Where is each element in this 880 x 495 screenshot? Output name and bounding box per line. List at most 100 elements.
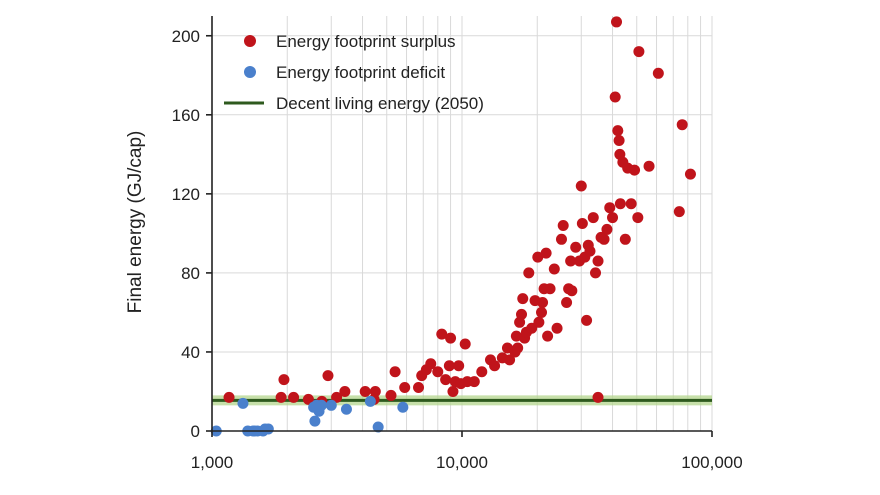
surplus-point (619, 233, 631, 245)
surplus-point (440, 374, 452, 386)
deficit-point (309, 415, 321, 427)
surplus-point (673, 206, 685, 218)
surplus-point (633, 46, 645, 58)
surplus-point (584, 245, 596, 257)
surplus-point (512, 342, 524, 354)
surplus-point (445, 332, 457, 344)
surplus-point (468, 376, 480, 388)
data-points (210, 16, 696, 437)
surplus-point (604, 202, 616, 214)
deficit-point (364, 395, 376, 407)
axes (206, 16, 713, 437)
surplus-point (510, 330, 522, 342)
surplus-point (476, 366, 488, 378)
surplus-point (369, 385, 381, 397)
surplus-point (590, 267, 602, 279)
surplus-point (436, 328, 448, 340)
surplus-point (288, 391, 300, 403)
deficit-point (262, 423, 274, 435)
surplus-point (581, 314, 593, 326)
legend: Energy footprint surplus Energy footprin… (224, 32, 484, 113)
surplus-point (625, 198, 637, 210)
surplus-point (601, 223, 613, 235)
legend-label-reference-line: Decent living energy (2050) (276, 94, 484, 113)
x-tick-label: 100,000 (681, 453, 742, 472)
reference-band (212, 395, 712, 406)
surplus-point (557, 219, 569, 231)
surplus-point (516, 308, 528, 320)
y-tick-label: 80 (181, 264, 200, 283)
surplus-point (629, 164, 641, 176)
surplus-point (399, 382, 411, 394)
surplus-point (453, 360, 465, 372)
legend-label-surplus: Energy footprint surplus (276, 32, 456, 51)
deficit-point (237, 397, 249, 409)
surplus-point (533, 316, 545, 328)
surplus-point (275, 391, 287, 403)
y-tick-label: 40 (181, 343, 200, 362)
deficit-point (372, 421, 384, 433)
surplus-point (489, 360, 501, 372)
y-tick-label: 200 (172, 27, 200, 46)
surplus-point (676, 119, 688, 131)
surplus-point (544, 283, 556, 295)
surplus-point (278, 374, 290, 386)
surplus-point (576, 218, 588, 229)
grid (212, 16, 713, 431)
legend-marker-deficit (244, 66, 256, 78)
surplus-point (561, 297, 573, 309)
surplus-point (339, 385, 351, 397)
surplus-point (575, 180, 587, 192)
deficit-point (397, 401, 409, 413)
surplus-point (532, 251, 544, 263)
surplus-point (607, 212, 619, 224)
surplus-point (542, 330, 554, 342)
surplus-point (331, 391, 343, 403)
surplus-point (613, 135, 625, 146)
surplus-point (447, 385, 459, 397)
surplus-point (592, 391, 604, 403)
surplus-point (223, 391, 235, 403)
surplus-point (537, 297, 549, 309)
surplus-point (517, 293, 529, 305)
surplus-point (598, 233, 610, 245)
surplus-point (587, 212, 599, 224)
surplus-point (389, 366, 401, 378)
surplus-point (609, 91, 621, 103)
y-axis-title: Final energy (GJ/cap) (125, 131, 146, 314)
surplus-point (551, 322, 563, 334)
surplus-point (611, 16, 623, 28)
surplus-point (614, 198, 626, 210)
surplus-point (385, 389, 397, 401)
surplus-point (684, 168, 696, 180)
surplus-point (643, 160, 655, 172)
surplus-point (565, 255, 577, 267)
surplus-point (425, 358, 437, 370)
surplus-point (504, 354, 516, 366)
surplus-point (632, 212, 644, 224)
deficit-point (340, 403, 352, 415)
y-tick-label: 0 (191, 422, 200, 441)
surplus-point (523, 267, 535, 279)
surplus-point (652, 67, 664, 79)
surplus-point (432, 366, 444, 378)
surplus-point (359, 385, 371, 397)
surplus-point (555, 233, 567, 245)
surplus-point (570, 241, 582, 253)
surplus-point (443, 360, 455, 372)
surplus-point (322, 370, 334, 382)
surplus-point (548, 263, 560, 275)
surplus-point (592, 255, 604, 267)
surplus-point (566, 285, 578, 297)
y-tick-label: 120 (172, 185, 200, 204)
x-tick-label: 1,000 (191, 453, 234, 472)
surplus-point (459, 338, 471, 350)
legend-marker-surplus (244, 35, 256, 47)
surplus-point (536, 306, 548, 318)
legend-label-deficit: Energy footprint deficit (276, 63, 445, 82)
x-tick-label: 10,000 (436, 453, 488, 472)
deficit-point (315, 399, 327, 411)
surplus-point (540, 247, 552, 259)
surplus-point (302, 393, 314, 405)
